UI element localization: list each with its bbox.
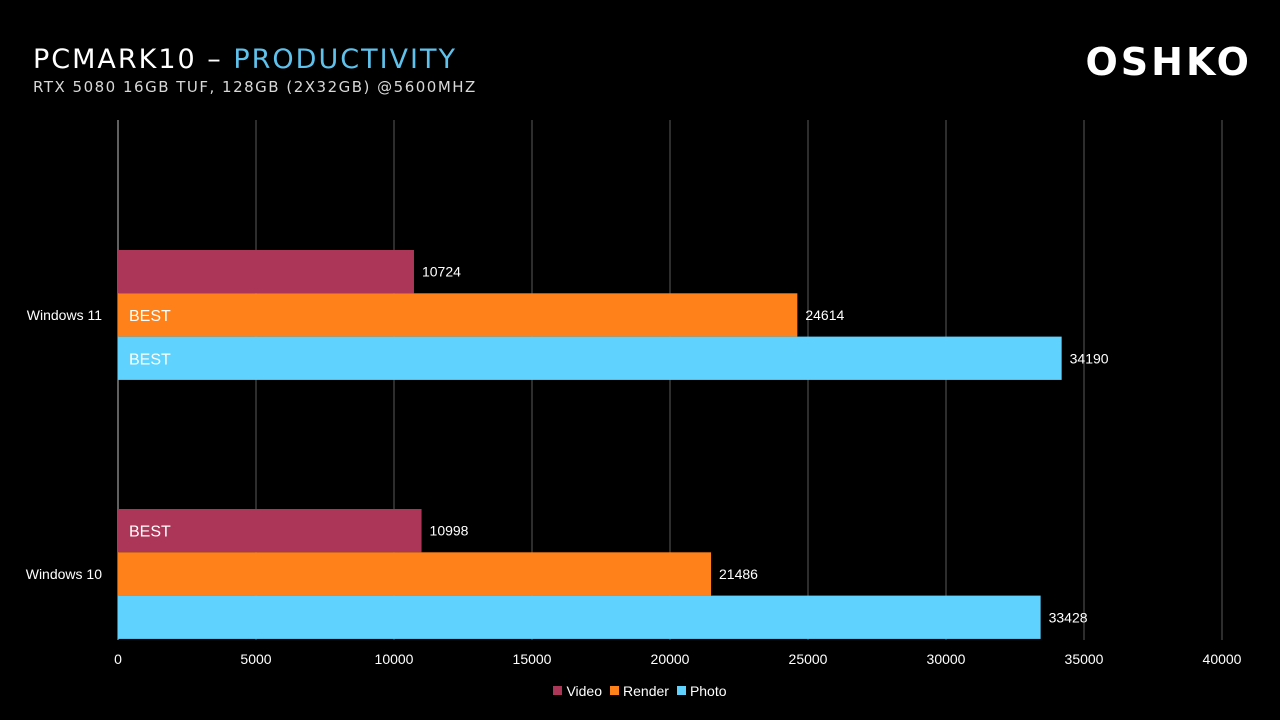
data-label: 34190 — [1070, 350, 1109, 366]
bar-photo — [118, 336, 1062, 380]
category-label: Windows 10 — [26, 566, 102, 582]
data-label: 24614 — [805, 307, 844, 323]
x-tick-label: 10000 — [375, 651, 414, 667]
best-label: BEST — [129, 308, 171, 325]
bar-video — [118, 250, 414, 294]
bar-render — [118, 552, 712, 596]
legend-swatch — [676, 686, 686, 695]
bar-render — [118, 293, 798, 337]
x-tick-label: 35000 — [1065, 651, 1104, 667]
bar-video — [118, 509, 422, 553]
x-tick-label: 20000 — [651, 651, 690, 667]
chart-title-main: PCMARK10 – — [33, 44, 234, 75]
data-label: 21486 — [719, 566, 758, 582]
chart-title-accent: PRODUCTIVITY — [233, 44, 457, 75]
x-tick-label: 40000 — [1203, 651, 1242, 667]
data-label: 33428 — [1049, 609, 1088, 625]
chart-subtitle: RTX 5080 16GB TUF, 128GB (2X32GB) @5600M… — [33, 78, 477, 96]
brand-logo: OSHKO — [1085, 40, 1252, 84]
data-label: 10998 — [430, 523, 469, 539]
x-tick-label: 5000 — [240, 651, 271, 667]
category-label: Windows 11 — [27, 307, 102, 323]
legend-swatch — [553, 686, 563, 695]
legend-item-video: Video — [553, 683, 602, 699]
best-label: BEST — [129, 351, 171, 368]
legend-label: Render — [623, 682, 669, 699]
legend-swatch — [610, 686, 620, 695]
x-tick-label: 30000 — [927, 651, 966, 667]
legend-label: Video — [566, 682, 603, 699]
x-tick-label: 15000 — [513, 651, 552, 667]
x-tick-label: 25000 — [789, 651, 828, 667]
best-label: BEST — [129, 524, 171, 541]
legend-label: Photo — [689, 682, 727, 699]
legend-item-photo: Photo — [676, 682, 727, 699]
legend-item-render: Render — [610, 683, 669, 699]
chart-legend: Video Render Photo — [0, 682, 1280, 699]
chart-title: PCMARK10 – PRODUCTIVITY — [33, 44, 457, 75]
bar-photo — [118, 595, 1041, 639]
data-label: 10724 — [422, 264, 461, 280]
x-tick-label: 0 — [114, 651, 122, 667]
